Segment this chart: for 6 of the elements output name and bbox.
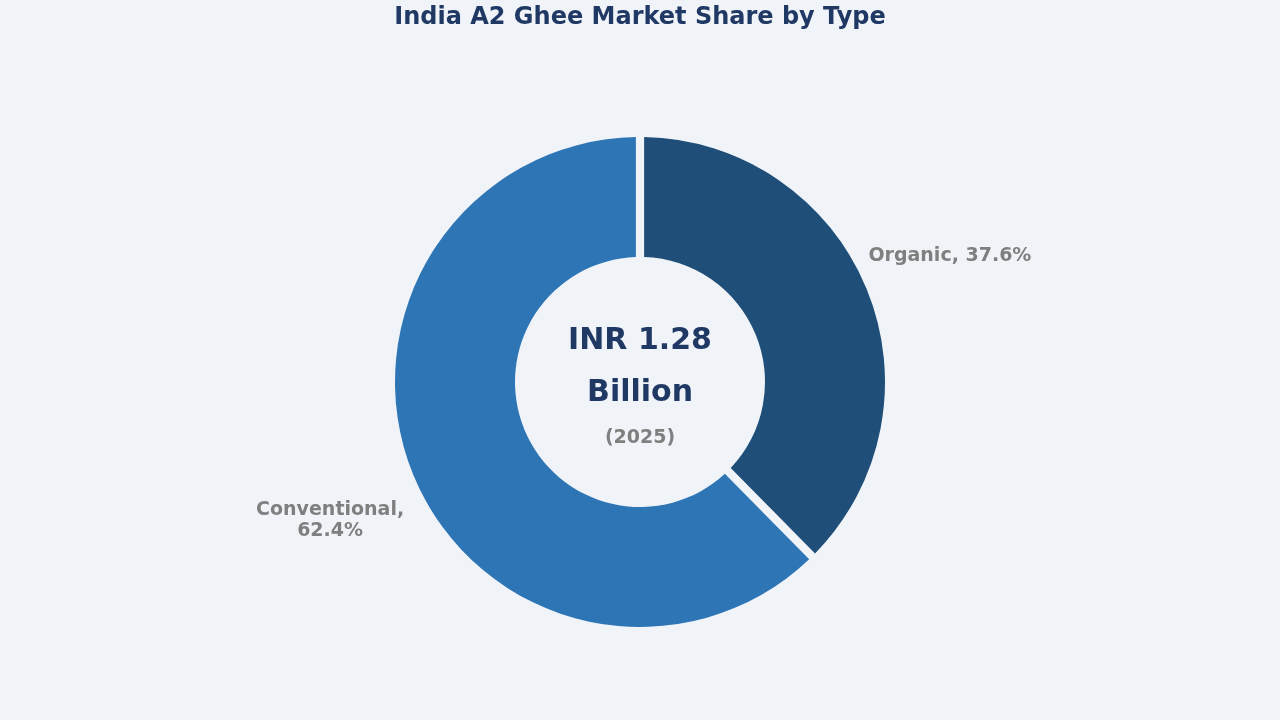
text: (2025) bbox=[604, 425, 676, 447]
text: Billion bbox=[587, 373, 693, 408]
text: INR 1.28 bbox=[568, 321, 712, 356]
slice-label: Conventional, 62.4% bbox=[256, 497, 405, 541]
slice-label: Organic, 37.6% bbox=[868, 242, 1032, 265]
chart-title: India A2 Ghee Market Share by Type bbox=[394, 2, 886, 30]
